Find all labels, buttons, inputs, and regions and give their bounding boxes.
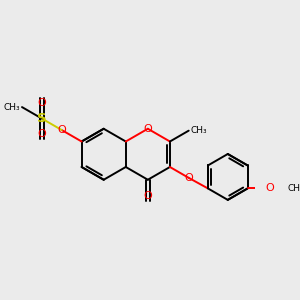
Text: S: S bbox=[37, 112, 47, 125]
Text: O: O bbox=[38, 98, 46, 108]
Text: CH₃: CH₃ bbox=[190, 126, 207, 135]
Text: O: O bbox=[38, 129, 46, 139]
Text: O: O bbox=[57, 125, 66, 135]
Text: O: O bbox=[143, 124, 152, 134]
Text: CH₃: CH₃ bbox=[287, 184, 300, 193]
Text: O: O bbox=[265, 183, 274, 194]
Text: O: O bbox=[184, 173, 193, 183]
Text: O: O bbox=[143, 191, 152, 201]
Text: CH₃: CH₃ bbox=[4, 103, 20, 112]
